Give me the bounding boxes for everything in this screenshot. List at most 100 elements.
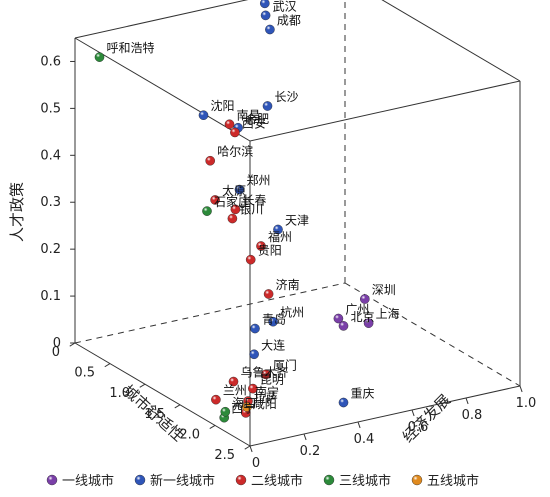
point-label: 沈阳 xyxy=(211,98,235,113)
y-tick-label: 0.6 xyxy=(408,420,429,435)
data-point xyxy=(338,321,349,331)
data-point xyxy=(230,127,240,138)
point-label: 拉萨 xyxy=(254,390,278,405)
point-label: 咸阳 xyxy=(253,397,277,411)
point-label: 重庆 xyxy=(351,387,375,401)
point-label: 青岛 xyxy=(262,312,286,327)
point-label: 杭州 xyxy=(280,305,304,320)
legend: 一线城市 新一线城市 二线城市 三线城市 五线城市 xyxy=(46,473,479,489)
data-point xyxy=(260,0,270,9)
data-point xyxy=(359,294,370,304)
data-point xyxy=(245,254,256,265)
x-tick-label: 1.5 xyxy=(144,407,165,422)
point-label: 呼和浩特 xyxy=(107,40,155,55)
data-point xyxy=(333,313,344,324)
box-edge xyxy=(74,0,249,39)
x-tick-label-mark xyxy=(209,424,216,429)
box-edge-hidden xyxy=(344,282,521,387)
data-point xyxy=(198,110,209,121)
z-tick-label: 0.6 xyxy=(40,54,61,69)
point-label: 北京 xyxy=(351,310,375,324)
data-point xyxy=(268,316,278,327)
data-point xyxy=(338,397,349,408)
legend-marker xyxy=(323,474,335,486)
y-tick-label: 0.4 xyxy=(354,432,375,447)
x-tick-label: 2.5 xyxy=(214,448,235,463)
data-point xyxy=(230,204,241,215)
point-label: 长春 xyxy=(242,193,266,207)
z-axis-title: 人才政策 xyxy=(8,182,26,242)
data-point xyxy=(262,101,273,111)
y-tick-label: 0.2 xyxy=(300,444,321,459)
point-label: 上海 xyxy=(376,306,400,321)
data-point xyxy=(363,318,374,328)
box-edge xyxy=(249,80,521,142)
point-label: 南宁 xyxy=(255,384,279,399)
data-point xyxy=(248,383,258,394)
data-point xyxy=(256,241,266,251)
data-point xyxy=(242,402,252,412)
point-label: 乌鲁木齐 xyxy=(241,365,289,380)
y-tick-label: 0.8 xyxy=(462,408,483,423)
legend-item-label: 三线城市 xyxy=(339,473,391,489)
z-tick-label: 0.2 xyxy=(40,242,61,257)
point-label: 西宁 xyxy=(231,401,255,416)
point-label: 深圳 xyxy=(372,283,396,297)
data-point xyxy=(260,10,271,21)
data-point xyxy=(273,224,283,235)
data-point xyxy=(220,406,231,417)
legend-item-label: 一线城市 xyxy=(62,473,114,489)
data-point xyxy=(227,213,238,224)
x-axis-title: 城市舒适性 xyxy=(119,381,187,445)
legend-item-label: 二线城市 xyxy=(251,473,303,489)
data-point xyxy=(205,155,215,166)
axes-box xyxy=(74,0,521,447)
y-tick-label: 0 xyxy=(252,456,260,471)
data-point xyxy=(224,119,235,130)
point-label: 大连 xyxy=(261,337,285,352)
y-axis-title: 经济发展 xyxy=(399,391,454,446)
point-label: 郑州 xyxy=(247,173,271,188)
data-point xyxy=(265,24,275,35)
legend-item-label: 新一线城市 xyxy=(150,473,215,489)
data-point xyxy=(234,184,245,195)
y-tick-label-mark xyxy=(411,409,415,417)
point-label: 哈尔滨 xyxy=(217,144,253,159)
y-tick-label-mark xyxy=(465,397,469,405)
box-edge xyxy=(249,385,521,447)
x-tick-label-mark xyxy=(69,342,76,347)
x-tick-label-mark xyxy=(244,445,251,450)
data-point xyxy=(249,349,259,360)
legend-marker xyxy=(134,474,146,486)
point-label: 昆明 xyxy=(260,373,284,387)
data-point xyxy=(211,394,221,405)
data-point xyxy=(250,323,260,334)
x-tick-label: 2.0 xyxy=(179,427,200,442)
z-tick-label: 0.3 xyxy=(40,195,61,210)
y-tick-label-mark xyxy=(357,421,361,429)
x-tick-label-mark xyxy=(174,404,181,409)
point-label: 长沙 xyxy=(275,90,299,104)
x-tick-label: 1.0 xyxy=(109,386,130,401)
point-label: 厦门 xyxy=(273,357,297,372)
point-label: 济南 xyxy=(276,277,300,292)
y-tick-label: 1.0 xyxy=(516,396,537,411)
point-label: 西安 xyxy=(242,115,266,130)
point-label: 成都 xyxy=(277,14,301,28)
legend-marker xyxy=(235,474,247,486)
axis-ticks: 0 0.1 0.2 0.3 0.4 0.5 0.6 0 0.5 1.0 1.5 2.0 2.5 0 0.2 0… xyxy=(40,54,536,471)
box-edge xyxy=(74,37,251,142)
point-label: 天津 xyxy=(285,213,309,227)
point-label: 南昌 xyxy=(237,107,261,122)
y-tick-label-mark xyxy=(519,385,523,393)
x-tick-label: 0 xyxy=(52,345,60,360)
data-points xyxy=(94,0,374,423)
box-edge-hidden xyxy=(74,282,346,344)
data-point xyxy=(94,52,105,62)
point-label: 银川 xyxy=(239,203,263,217)
point-label: 太原 xyxy=(222,183,246,198)
data-point xyxy=(202,206,212,216)
point-label: 兰州 xyxy=(223,384,247,398)
z-tick-label: 0.1 xyxy=(40,289,61,304)
